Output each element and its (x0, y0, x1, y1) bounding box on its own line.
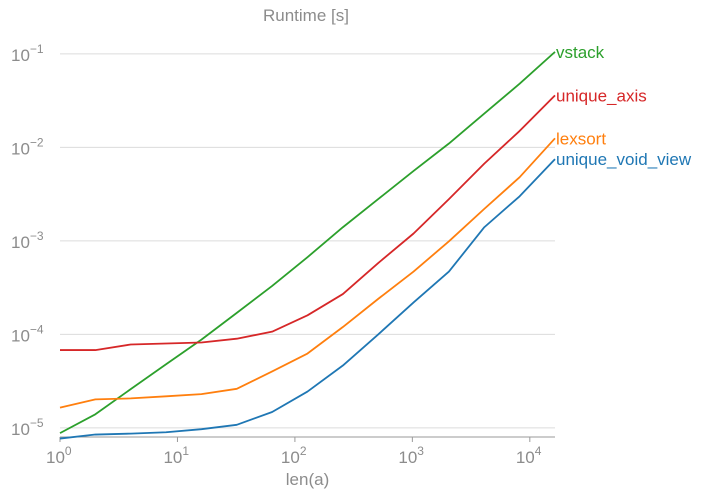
x-tick-label: 102 (281, 444, 307, 467)
series-label-unique-axis: unique_axis (556, 86, 647, 105)
series-line-lexsort (59, 137, 556, 409)
series-label-lexsort: lexsort (556, 129, 606, 148)
x-axis-label: len(a) (285, 470, 330, 489)
y-tick-label: 10−3 (11, 229, 44, 252)
x-tick-label: 100 (46, 444, 72, 467)
series-label-unique-void-view: unique_void_view (556, 150, 692, 169)
series-line-unique-axis (60, 94, 556, 351)
series-label-vstack: vstack (556, 43, 605, 62)
y-tick-label: 10−5 (11, 416, 44, 439)
y-gridlines (60, 53, 555, 429)
y-tick-label: 10−2 (11, 135, 44, 158)
chart-title: Runtime [s] (263, 6, 349, 25)
series-lines (59, 51, 556, 440)
axes (59, 436, 555, 442)
x-tick-label: 104 (516, 444, 542, 467)
series-line-vstack (59, 51, 556, 434)
y-tick-label: 10−1 (11, 42, 44, 65)
series-line-unique-void-view (59, 158, 556, 440)
x-tick-label: 101 (163, 444, 189, 467)
y-tick-label: 10−4 (11, 322, 44, 345)
tick-labels: 10−5 10−4 10−3 10−2 10−1 100 101 102 103 104 (11, 42, 542, 467)
x-tick-label: 103 (398, 444, 424, 467)
